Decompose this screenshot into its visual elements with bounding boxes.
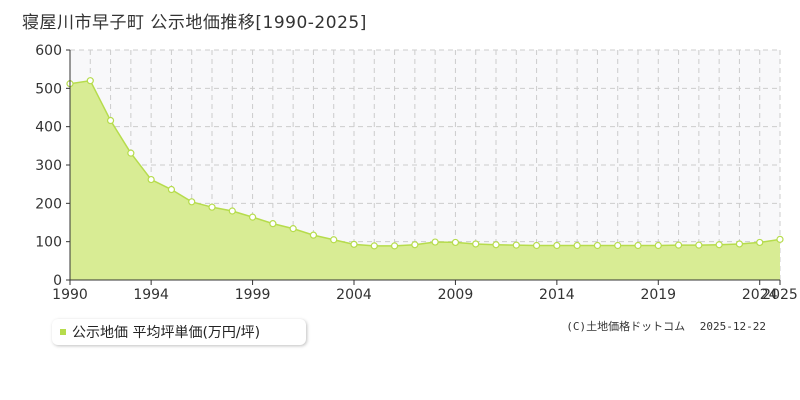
y-tick-label: 100 xyxy=(35,235,62,251)
x-tick-label: 2019 xyxy=(640,287,676,303)
data-point xyxy=(614,241,622,250)
data-point xyxy=(532,241,541,250)
data-point xyxy=(127,149,135,157)
axes xyxy=(66,49,781,285)
data-point xyxy=(674,241,683,249)
data-point xyxy=(553,241,561,250)
data-point xyxy=(512,241,520,249)
y-tick-label: 0 xyxy=(53,273,62,289)
data-point xyxy=(188,198,196,206)
legend-label: 公示地価 平均坪単価(万円/坪) xyxy=(72,325,261,341)
data-point xyxy=(248,213,257,221)
data-point xyxy=(106,116,115,125)
data-point xyxy=(451,238,460,247)
data-point xyxy=(715,241,723,249)
data-point xyxy=(411,241,419,249)
data-point xyxy=(147,175,155,184)
x-tick-label: 1990 xyxy=(52,287,88,303)
data-point xyxy=(593,241,602,250)
data-point xyxy=(228,207,236,215)
x-tick-label: 2004 xyxy=(336,287,372,303)
data-point xyxy=(431,238,439,246)
credit-source: (C)土地価格ドットコム xyxy=(566,320,686,333)
legend: 公示地価 平均坪単価(万円/坪) xyxy=(52,319,306,345)
data-point xyxy=(309,231,318,239)
y-tick-label: 300 xyxy=(35,158,62,174)
credit-date: 2025-12-22 xyxy=(699,320,766,333)
y-tick-label: 600 xyxy=(35,43,62,59)
x-tick-label: 1999 xyxy=(235,287,271,303)
data-point xyxy=(573,241,581,250)
data-point xyxy=(208,203,216,211)
data-point xyxy=(756,238,764,247)
x-tick-label: 2025 xyxy=(762,287,798,303)
data-point xyxy=(289,225,297,233)
data-point xyxy=(472,240,480,248)
data-points xyxy=(66,77,784,250)
data-point xyxy=(695,241,703,249)
data-point xyxy=(654,241,662,250)
data-point xyxy=(86,77,94,85)
data-point xyxy=(492,241,500,249)
data-point xyxy=(390,242,399,250)
credit: (C)土地価格ドットコム 2025-12-22 xyxy=(566,318,766,334)
data-point xyxy=(634,241,642,250)
data-point xyxy=(350,240,358,248)
legend-swatch xyxy=(60,329,66,335)
data-point xyxy=(776,235,784,243)
data-point xyxy=(735,240,744,248)
data-point xyxy=(370,242,378,250)
x-tick-label: 2009 xyxy=(438,287,474,303)
y-tick-labels: 0 100 200 300 400 500 600 xyxy=(35,43,62,289)
y-tick-label: 200 xyxy=(35,196,62,212)
y-tick-label: 500 xyxy=(35,81,62,97)
data-point xyxy=(269,220,277,228)
chart-title: 寝屋川市早子町 公示地価推移[1990-2025] xyxy=(22,13,367,33)
x-tick-label: 2014 xyxy=(539,287,575,303)
x-tick-label: 1994 xyxy=(133,287,169,303)
data-point xyxy=(330,236,338,244)
area-fill xyxy=(70,80,780,281)
data-point xyxy=(167,185,176,194)
x-tick-label: 2024 xyxy=(742,287,778,303)
y-tick-label: 400 xyxy=(35,120,62,136)
